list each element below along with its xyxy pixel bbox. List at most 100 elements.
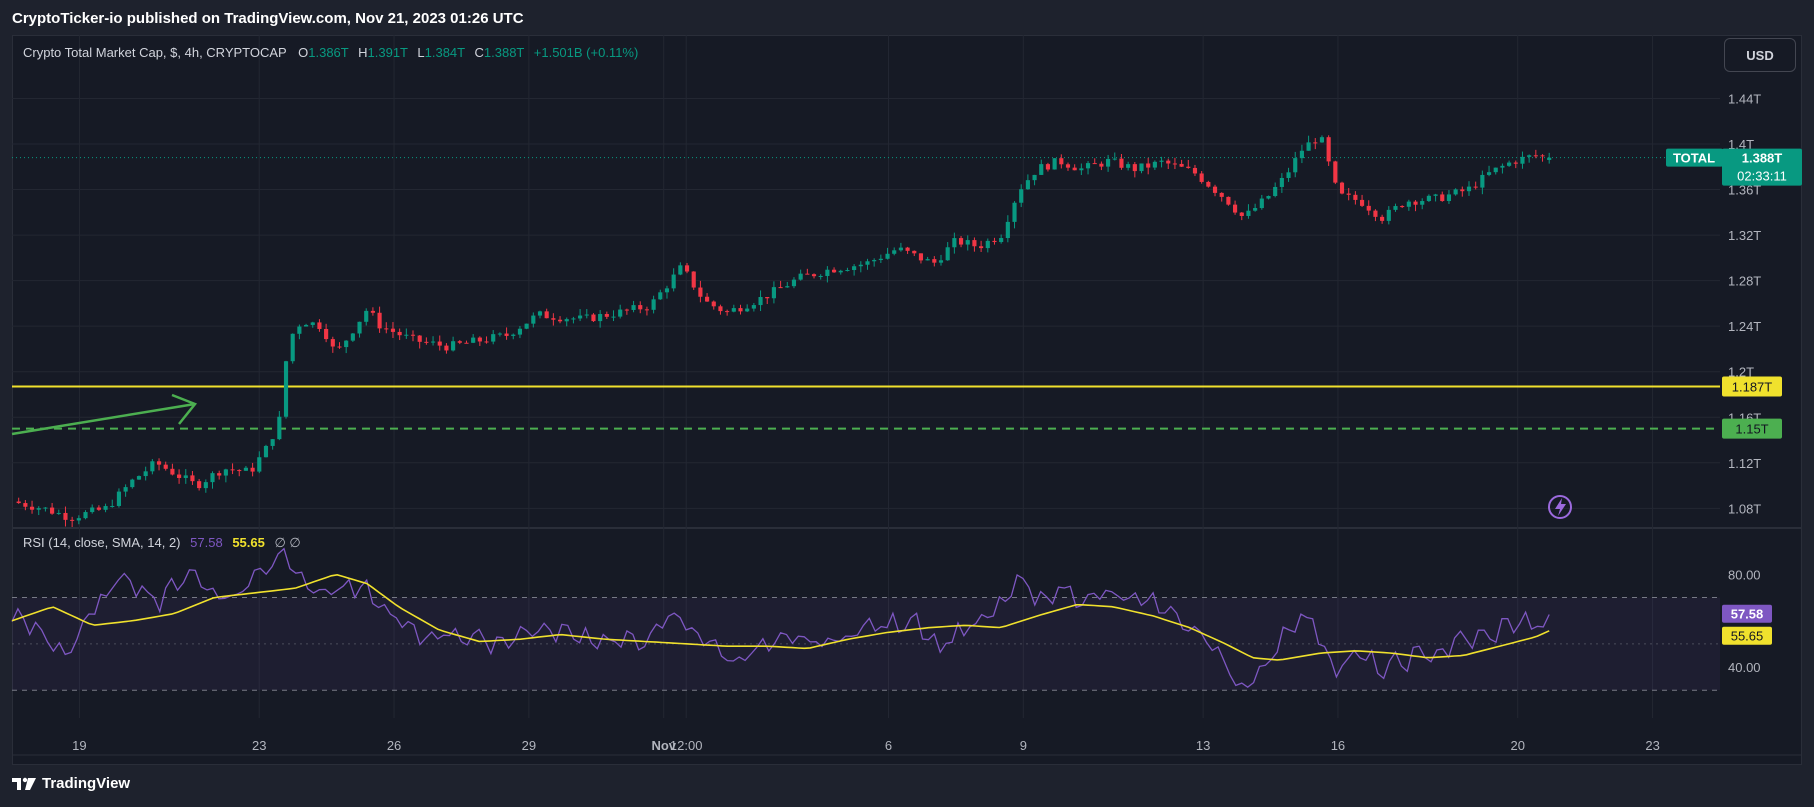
chart-area[interactable]: [12, 35, 1802, 765]
candle: [451, 336, 456, 352]
candle: [531, 312, 536, 328]
candle: [56, 509, 61, 515]
price-tick-label: 1.08T: [1728, 501, 1761, 516]
candle: [404, 328, 409, 339]
candle: [1206, 180, 1211, 188]
candle-body: [1547, 157, 1552, 160]
candle: [1239, 212, 1244, 221]
candle-body: [745, 308, 750, 312]
candle-body: [557, 319, 563, 322]
price-tick-label: 1.12T: [1728, 456, 1761, 471]
candle-body: [183, 475, 188, 478]
close-value: 1.388T: [483, 45, 525, 60]
candle-body: [477, 337, 482, 342]
candle: [1473, 181, 1478, 190]
candle-body: [952, 238, 957, 248]
candle-body: [1453, 189, 1458, 195]
candle: [1420, 198, 1425, 210]
candle: [557, 316, 563, 324]
candle-body: [758, 297, 763, 306]
candle: [684, 262, 690, 274]
candle: [1072, 164, 1077, 171]
candle: [1019, 184, 1024, 208]
candle-body: [711, 301, 716, 307]
candle-body: [404, 334, 409, 336]
candle: [1259, 194, 1264, 210]
time-tick-label: 12:00: [670, 738, 703, 753]
candle-body: [999, 238, 1004, 243]
candle-body: [544, 311, 549, 319]
candle-body: [1413, 201, 1418, 205]
candle-body: [1366, 205, 1371, 211]
candle-body: [29, 506, 35, 510]
candle: [598, 309, 603, 328]
candle-body: [283, 361, 289, 417]
price-tags: 1.187T 1.15T TOTAL 1.388T 02:33:11 57.58 55.65: [1666, 148, 1802, 645]
candle: [1159, 156, 1164, 168]
candle-body: [738, 308, 743, 312]
candle-body: [1085, 163, 1091, 169]
candle: [1466, 181, 1472, 196]
candle-body: [1299, 150, 1304, 159]
candle: [1373, 209, 1378, 222]
candle-body: [1386, 209, 1391, 221]
currency-button[interactable]: USD: [1724, 38, 1796, 72]
lightning-icon[interactable]: [1548, 495, 1572, 519]
candle: [457, 340, 462, 345]
footer-brand[interactable]: TradingView: [12, 775, 130, 792]
candle: [671, 268, 676, 292]
candle: [945, 242, 950, 261]
candle: [1500, 163, 1505, 174]
time-tick-label: 9: [1020, 738, 1027, 753]
rsi-legend[interactable]: RSI (14, close, SMA, 14, 2) 57.58 55.65 …: [23, 535, 301, 551]
candle: [972, 237, 977, 252]
candle: [1520, 151, 1525, 169]
candle-body: [397, 331, 402, 336]
candle-body: [116, 491, 122, 506]
candle: [771, 281, 776, 304]
candle-body: [504, 333, 509, 336]
candle-body: [1159, 160, 1164, 162]
candle: [1092, 158, 1097, 165]
candle: [932, 256, 937, 267]
candle: [818, 274, 823, 280]
candle: [564, 317, 569, 327]
candle-body: [23, 503, 28, 507]
trend-arrow: [11, 393, 198, 436]
candle: [1233, 200, 1238, 215]
candle: [1032, 174, 1037, 186]
candle: [791, 277, 797, 289]
candle: [283, 360, 289, 419]
candle: [691, 271, 696, 290]
candle: [985, 238, 990, 253]
candle-body: [1333, 161, 1338, 183]
candle-body: [1045, 164, 1051, 170]
time-tick-label: 13: [1196, 738, 1210, 753]
candle-body: [1286, 172, 1291, 178]
candle: [257, 451, 262, 474]
candle-body: [1012, 202, 1017, 222]
candle: [310, 321, 315, 328]
candle-body: [624, 309, 629, 311]
candle: [1299, 144, 1304, 164]
candle: [544, 308, 549, 319]
candle-body: [1126, 164, 1131, 168]
candle-body: [698, 287, 703, 297]
candle: [444, 343, 449, 354]
candle: [858, 261, 863, 273]
candle-body: [497, 333, 502, 335]
current-value-label: 1.388T: [1742, 151, 1783, 166]
candle-body: [197, 481, 202, 489]
candle: [999, 234, 1004, 244]
candle-body: [1306, 142, 1311, 151]
change-value: +1.501B (+0.11%): [533, 45, 639, 60]
symbol-legend[interactable]: Crypto Total Market Cap, $, 4h, CRYPTOCA…: [23, 45, 638, 60]
candle-body: [731, 308, 736, 312]
candle-body: [1520, 156, 1525, 164]
candle: [838, 269, 843, 275]
candle: [277, 410, 282, 441]
candle-body: [598, 314, 603, 322]
candle-body: [671, 274, 676, 289]
rsi-value-tag: 57.58 55.65: [1722, 604, 1772, 645]
candle: [845, 267, 850, 272]
